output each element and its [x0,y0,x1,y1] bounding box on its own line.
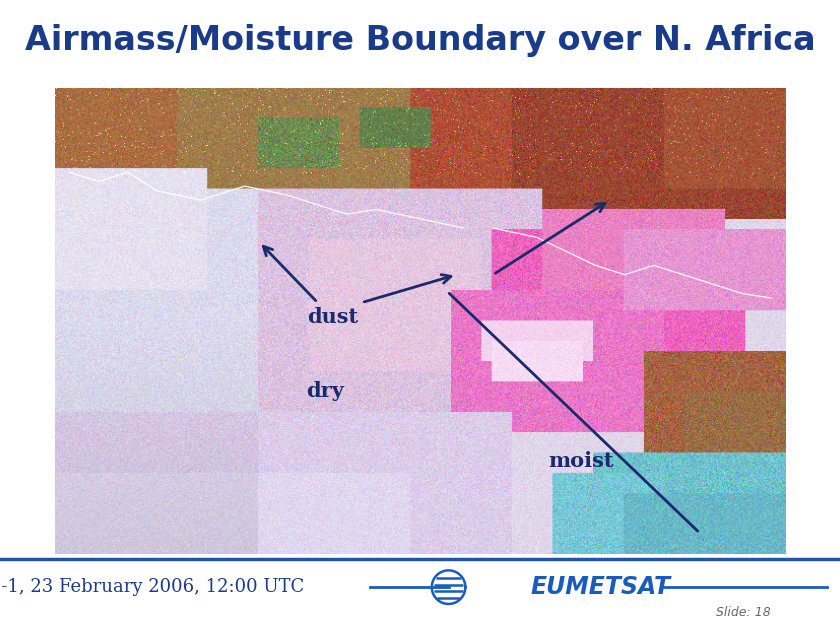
Text: Slide: 18: Slide: 18 [716,606,771,619]
Text: dry: dry [306,381,344,401]
Text: EUMETSAT: EUMETSAT [531,575,670,599]
Text: dust: dust [307,307,358,326]
Text: moist: moist [548,451,613,471]
Text: Airmass/Moisture Boundary over N. Africa: Airmass/Moisture Boundary over N. Africa [24,25,816,57]
Text: MSG-1, 23 February 2006, 12:00 UTC: MSG-1, 23 February 2006, 12:00 UTC [0,578,304,596]
